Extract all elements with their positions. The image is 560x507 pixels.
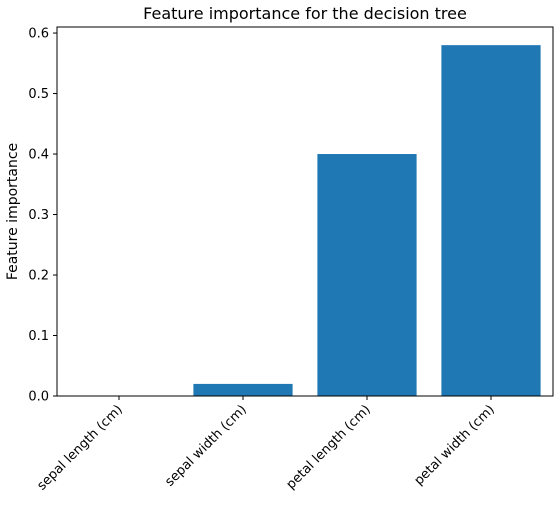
bar-1 — [193, 383, 293, 396]
y-axis-label: Feature importance — [5, 143, 21, 280]
y-tick-label: 0.6 — [28, 27, 49, 42]
y-ticks-group: 0.0 0.1 0.2 0.3 0.4 0.5 0.6 — [28, 27, 57, 405]
chart-title: Feature importance for the decision tree — [143, 4, 467, 23]
x-tick-label: petal width (cm) — [412, 402, 498, 488]
x-tick-label: sepal width (cm) — [162, 402, 249, 489]
bars-group — [193, 45, 541, 396]
y-tick-label: 0.1 — [28, 329, 49, 344]
x-tick-label: sepal length (cm) — [34, 402, 125, 493]
bar-2 — [317, 154, 417, 396]
y-tick-label: 0.4 — [28, 148, 49, 163]
x-tick-label: petal length (cm) — [284, 402, 374, 492]
y-tick-label: 0.5 — [28, 87, 49, 102]
x-ticks-group: sepal length (cm) sepal width (cm) petal l… — [34, 396, 498, 494]
bar-3 — [441, 45, 541, 396]
y-tick-label: 0.0 — [28, 390, 49, 405]
y-tick-label: 0.3 — [28, 208, 49, 223]
y-tick-label: 0.2 — [28, 269, 49, 284]
plot-frame — [56, 26, 554, 397]
